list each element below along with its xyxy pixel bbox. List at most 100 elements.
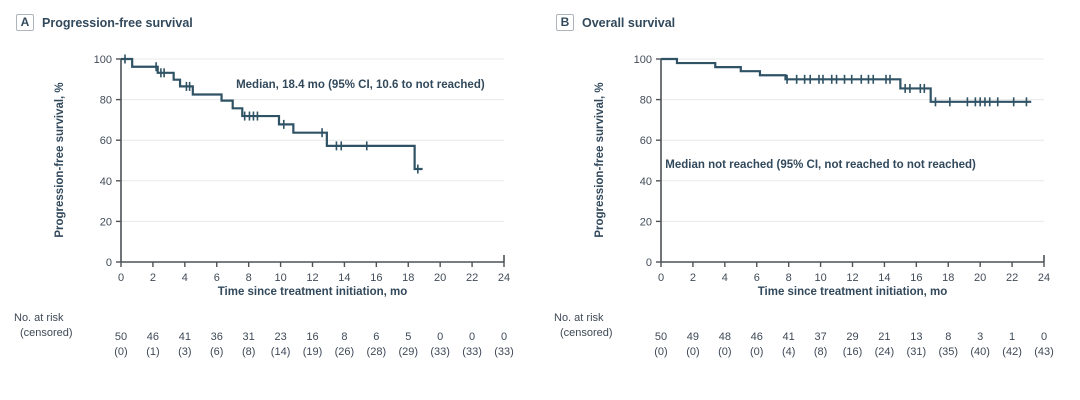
- svg-text:12: 12: [846, 272, 858, 284]
- svg-text:(33): (33): [462, 346, 482, 358]
- svg-text:100: 100: [94, 54, 112, 66]
- svg-text:20: 20: [434, 272, 446, 284]
- panel-label-badge: A: [16, 14, 34, 31]
- svg-text:8: 8: [945, 331, 951, 343]
- svg-text:14: 14: [338, 272, 350, 284]
- svg-text:10: 10: [274, 272, 286, 284]
- svg-text:(6): (6): [210, 346, 223, 358]
- svg-text:60: 60: [640, 135, 652, 147]
- panel-progression-free-survival: 0 20 40 60 80 100 0 2 4 6 8 10 12 14 16 18 20 22 24 50 (0) 46…: [14, 14, 514, 358]
- svg-text:24: 24: [1038, 272, 1050, 284]
- svg-text:0: 0: [1041, 331, 1047, 343]
- svg-text:20: 20: [974, 272, 986, 284]
- svg-text:(35): (35): [938, 346, 958, 358]
- svg-text:(1): (1): [146, 346, 159, 358]
- svg-text:(0): (0): [654, 346, 667, 358]
- svg-text:80: 80: [100, 95, 112, 107]
- svg-text:(0): (0): [750, 346, 763, 358]
- svg-text:14: 14: [878, 272, 890, 284]
- svg-text:36: 36: [211, 331, 223, 343]
- svg-text:41: 41: [179, 331, 191, 343]
- censored-label: (censored): [560, 327, 613, 339]
- svg-text:40: 40: [100, 176, 112, 188]
- svg-text:0: 0: [437, 331, 443, 343]
- svg-text:0: 0: [106, 257, 112, 269]
- svg-text:(8): (8): [242, 346, 255, 358]
- svg-text:(24): (24): [875, 346, 895, 358]
- svg-text:(0): (0): [114, 346, 127, 358]
- svg-text:(4): (4): [782, 346, 795, 358]
- no-at-risk-label: No. at risk: [14, 312, 64, 324]
- panel-title: Progression-free survival: [42, 15, 193, 30]
- svg-text:20: 20: [640, 216, 652, 228]
- svg-text:6: 6: [373, 331, 379, 343]
- svg-text:(16): (16): [843, 346, 863, 358]
- svg-text:50: 50: [115, 331, 127, 343]
- panel-title: Overall survival: [582, 15, 676, 30]
- y-axis-label: Progression-free survival, %: [54, 82, 66, 238]
- svg-text:31: 31: [243, 331, 255, 343]
- svg-text:(29): (29): [398, 346, 418, 358]
- svg-text:(40): (40): [970, 346, 990, 358]
- svg-text:0: 0: [501, 331, 507, 343]
- censored-label: (censored): [20, 327, 73, 339]
- svg-text:40: 40: [640, 176, 652, 188]
- median-annotation: Median not reached (95% CI, not reached …: [665, 158, 976, 171]
- svg-text:24: 24: [498, 272, 510, 284]
- svg-text:100: 100: [634, 54, 652, 66]
- svg-text:0: 0: [469, 331, 475, 343]
- svg-text:21: 21: [878, 331, 890, 343]
- svg-text:29: 29: [846, 331, 858, 343]
- median-annotation: Median, 18.4 mo (95% CI, 10.6 to not rea…: [236, 79, 485, 92]
- svg-text:5: 5: [405, 331, 411, 343]
- svg-text:(3): (3): [178, 346, 191, 358]
- svg-text:23: 23: [274, 331, 286, 343]
- svg-text:(33): (33): [430, 346, 450, 358]
- svg-text:16: 16: [370, 272, 382, 284]
- no-at-risk-label: No. at risk: [554, 312, 604, 324]
- svg-text:(42): (42): [1002, 346, 1022, 358]
- svg-text:10: 10: [814, 272, 826, 284]
- svg-text:0: 0: [646, 257, 652, 269]
- svg-text:41: 41: [783, 331, 795, 343]
- svg-text:0: 0: [118, 272, 124, 284]
- svg-text:18: 18: [942, 272, 954, 284]
- svg-text:8: 8: [341, 331, 347, 343]
- panel-label-badge: B: [556, 14, 574, 31]
- svg-text:20: 20: [100, 216, 112, 228]
- svg-text:(26): (26): [335, 346, 355, 358]
- panel-a-header: A Progression-free survival: [16, 14, 193, 31]
- svg-text:22: 22: [466, 272, 478, 284]
- x-axis-label: Time since treatment initiation, mo: [757, 286, 948, 298]
- svg-text:49: 49: [687, 331, 699, 343]
- svg-text:6: 6: [754, 272, 760, 284]
- svg-text:(0): (0): [718, 346, 731, 358]
- svg-text:13: 13: [910, 331, 922, 343]
- svg-text:2: 2: [690, 272, 696, 284]
- svg-text:6: 6: [214, 272, 220, 284]
- svg-text:16: 16: [910, 272, 922, 284]
- svg-text:22: 22: [1006, 272, 1018, 284]
- svg-text:8: 8: [786, 272, 792, 284]
- svg-text:8: 8: [246, 272, 252, 284]
- svg-text:(33): (33): [494, 346, 514, 358]
- svg-text:16: 16: [306, 331, 318, 343]
- svg-text:1: 1: [1009, 331, 1015, 343]
- svg-text:3: 3: [977, 331, 983, 343]
- svg-text:2: 2: [150, 272, 156, 284]
- svg-text:(19): (19): [303, 346, 323, 358]
- svg-text:46: 46: [147, 331, 159, 343]
- svg-text:18: 18: [402, 272, 414, 284]
- svg-text:(31): (31): [907, 346, 927, 358]
- y-axis-label: Progression-free survival, %: [594, 82, 606, 238]
- svg-text:4: 4: [182, 272, 188, 284]
- svg-text:(28): (28): [367, 346, 387, 358]
- x-axis-label: Time since treatment initiation, mo: [217, 286, 408, 298]
- svg-text:37: 37: [814, 331, 826, 343]
- svg-text:(14): (14): [271, 346, 291, 358]
- svg-text:50: 50: [655, 331, 667, 343]
- panel-b-header: B Overall survival: [556, 14, 675, 31]
